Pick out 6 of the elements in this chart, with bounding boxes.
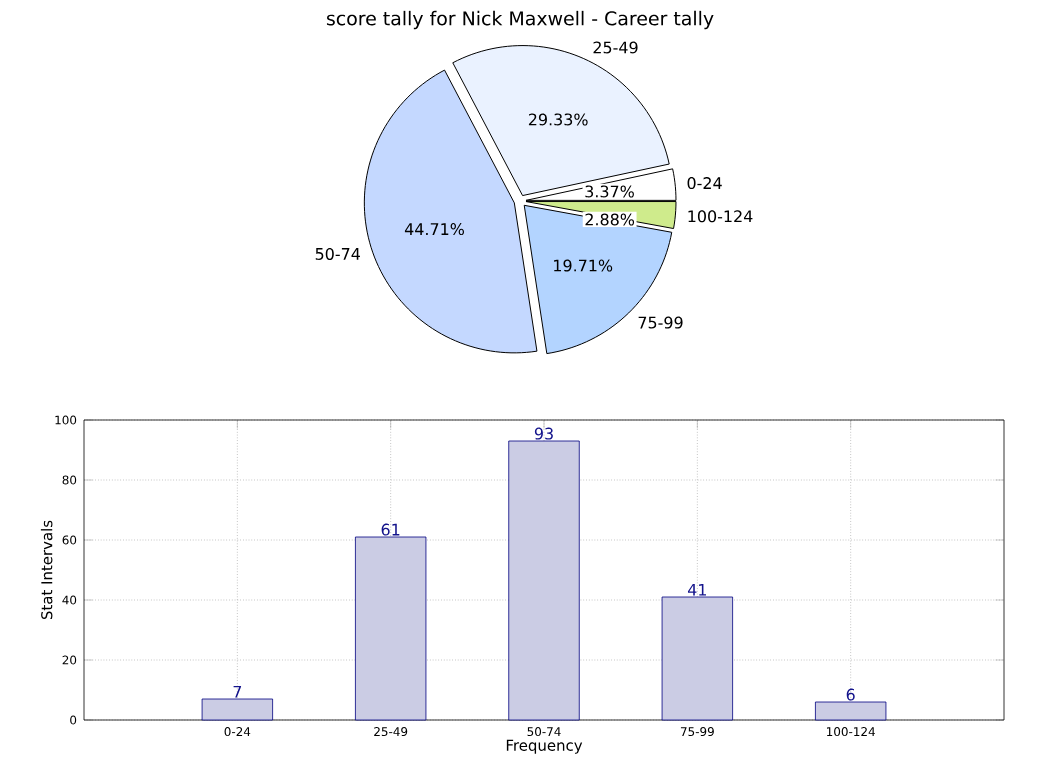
bar — [508, 440, 580, 721]
bar — [201, 698, 274, 721]
bar — [815, 701, 887, 721]
chart-title: score tally for Nick Maxwell - Career tally — [326, 10, 714, 30]
bar — [661, 596, 734, 721]
bar — [355, 536, 427, 721]
